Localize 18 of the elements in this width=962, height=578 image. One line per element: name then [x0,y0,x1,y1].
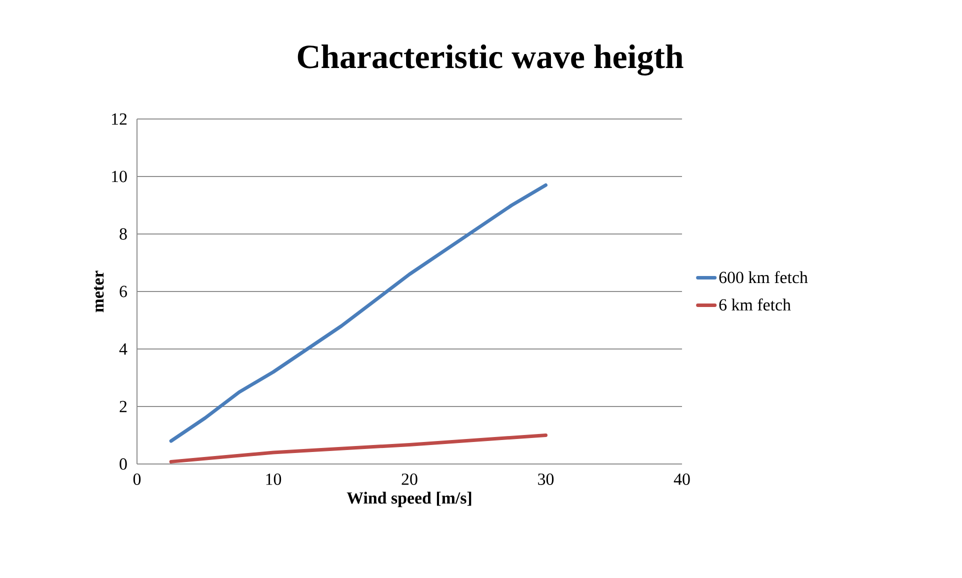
x-tick-label: 30 [538,474,554,485]
x-tick-label: 20 [402,474,418,485]
x-tick-label: 0 [133,474,141,485]
y-tick-label: 0 [120,458,127,470]
line-series [169,434,548,464]
chart-title: Characteristic wave heigth [298,44,684,76]
y-tick-label: 10 [112,170,127,182]
y-tick-label: 12 [112,113,127,125]
y-tick-label: 8 [120,228,127,240]
y-tick-label: 4 [119,343,128,355]
x-axis-title: Wind speed [m/s] [346,492,472,508]
y-axis-title: meter [94,270,104,312]
x-tick-label: 40 [674,474,690,485]
legend-label: 6 km fetch [719,298,791,311]
legend-label: 600 km fetch [719,271,808,284]
y-tick-label: 6 [120,286,127,298]
y-tick-label: 2 [120,400,127,412]
x-tick-label: 10 [266,474,282,485]
